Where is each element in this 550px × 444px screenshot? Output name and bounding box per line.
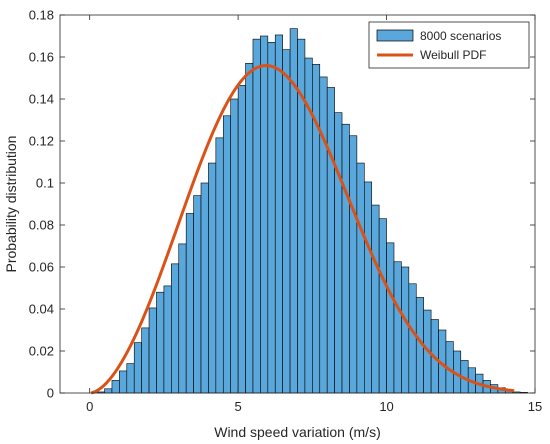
histogram-bar [312,64,321,394]
legend-swatch-histogram [376,29,414,42]
y-tick-label: 0.04 [29,302,54,317]
weibull-pdf-line [90,64,515,395]
histogram-bar [274,34,283,394]
y-tick-label: 0.14 [29,92,54,107]
histogram-bar [363,181,373,394]
histogram-bar [356,162,365,394]
histogram-bar [386,242,395,394]
histogram-bar [111,380,120,394]
histogram-bar [282,49,291,394]
histogram-bar [245,62,254,394]
histogram-bar [156,291,165,394]
legend-label-histogram: 8000 scenarios [420,29,501,43]
histogram-bar [408,283,417,394]
histogram-bar [237,85,246,394]
histogram-bar [171,263,180,394]
histogram-bar [185,213,194,394]
x-axis-label: Wind speed variation (m/s) [214,424,381,440]
y-tick-label: 0 [47,386,54,401]
histogram-bar [230,98,239,394]
histogram-bar [200,182,209,394]
histogram-bar [341,123,350,394]
x-tick-label: 15 [528,399,542,414]
legend-label-weibull: Weibull PDF [420,48,486,62]
histogram-bar [163,285,172,394]
histogram-bar [133,342,142,394]
plot-frame [59,14,536,394]
histogram-bar [371,204,380,394]
histogram-bar [378,218,387,394]
y-tick-label: 0.02 [29,344,54,359]
histogram-bar [319,76,328,394]
y-tick-label: 0.12 [29,134,54,149]
histogram-bar [401,266,410,394]
histogram-bar [141,327,150,394]
axis-ticks: 0 5 10 15 0 0.02 0.04 0.06 0.08 0.1 0.12 0.14 0.16 0.… [29,8,543,415]
legend: 8000 scenarios Weibull PDF [368,21,530,69]
histogram-bar [334,112,343,394]
histogram-bar [126,363,135,394]
y-axis-label: Probability distribution [3,136,19,273]
histogram-bar [119,370,128,394]
y-tick-label: 0.16 [29,50,54,65]
histogram-bar [193,195,202,394]
histogram-bar [178,243,187,394]
histogram-bar [208,162,217,394]
weibull-curve-layer [90,64,515,395]
histogram-bar [260,35,269,394]
histogram-bar [393,261,402,394]
histogram-bar [326,87,335,394]
histogram-bar [215,137,224,394]
histogram-bar [222,115,232,394]
x-tick-label: 5 [235,399,242,414]
y-tick-label: 0.18 [29,8,54,23]
histogram-bar [267,41,276,394]
histogram-bar [104,388,113,394]
histogram-bar [148,307,157,394]
x-tick-label: 0 [86,399,93,414]
histogram-bar [349,135,358,394]
y-tick-label: 0.06 [29,260,54,275]
histogram-bar [252,38,261,394]
x-tick-label: 10 [379,399,393,414]
y-tick-label: 0.08 [29,218,54,233]
y-tick-label: 0.1 [36,176,54,191]
